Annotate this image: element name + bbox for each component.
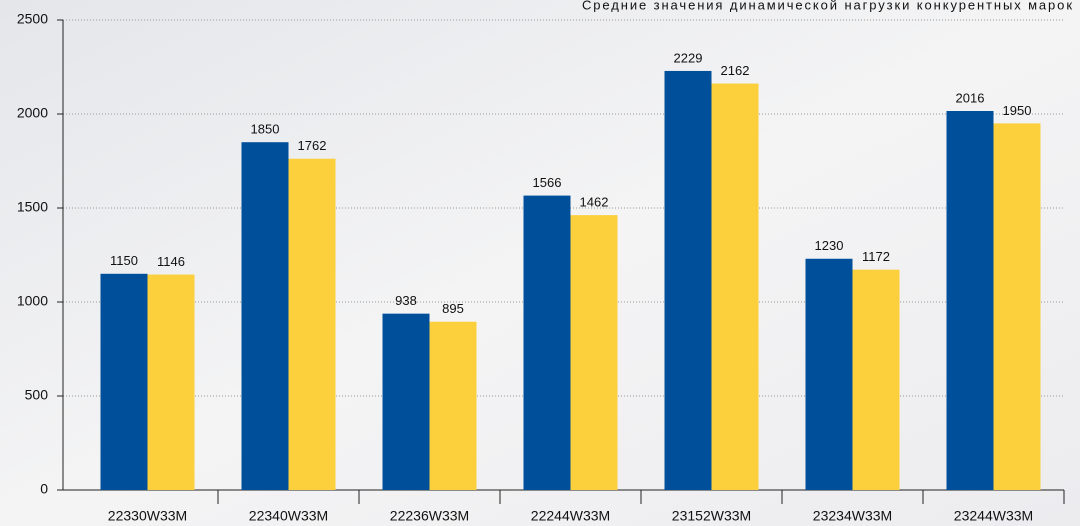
x-tick-label: 23234W33M — [813, 508, 892, 524]
x-tick-label: 22330W33M — [108, 508, 187, 524]
value-label: 1230 — [815, 238, 844, 253]
bar — [853, 270, 900, 490]
x-tick-label: 22236W33M — [390, 508, 469, 524]
value-label: 2016 — [956, 90, 985, 105]
bar — [242, 142, 289, 490]
bar — [383, 314, 430, 490]
x-tick-label: 22340W33M — [249, 508, 328, 524]
y-tick-label: 500 — [25, 387, 49, 403]
value-label: 895 — [442, 301, 464, 316]
bar — [571, 215, 618, 490]
x-tick-label: 23244W33M — [954, 508, 1033, 524]
value-label: 938 — [395, 293, 417, 308]
value-label: 1462 — [580, 195, 609, 210]
bar — [994, 123, 1041, 490]
value-label: 1566 — [533, 175, 562, 190]
y-tick-label: 2500 — [17, 11, 48, 27]
x-tick-label: 22244W33M — [531, 508, 610, 524]
bar — [524, 196, 571, 490]
bar — [712, 84, 759, 490]
chart-title: Средние значения динамической нагрузки к… — [582, 0, 1072, 12]
x-tick-label: 23152W33M — [672, 508, 751, 524]
bar — [430, 322, 477, 490]
bar — [148, 275, 195, 490]
value-label: 1146 — [157, 254, 185, 269]
y-tick-label: 2000 — [17, 105, 48, 121]
y-tick-label: 0 — [40, 481, 48, 497]
bar — [289, 159, 336, 490]
value-label: 1172 — [862, 249, 890, 264]
y-tick-label: 1500 — [17, 199, 48, 215]
value-label: 1762 — [298, 138, 327, 153]
bar — [101, 274, 148, 490]
bar — [947, 111, 994, 490]
chart: Средние значения динамической нагрузки к… — [0, 0, 1080, 526]
value-label: 2162 — [721, 63, 750, 78]
value-label: 2229 — [674, 50, 703, 65]
value-label: 1150 — [110, 253, 138, 268]
value-label: 1850 — [251, 122, 280, 137]
bar — [806, 259, 853, 490]
bar — [665, 71, 712, 490]
value-label: 1950 — [1003, 103, 1032, 118]
y-tick-label: 1000 — [17, 293, 48, 309]
